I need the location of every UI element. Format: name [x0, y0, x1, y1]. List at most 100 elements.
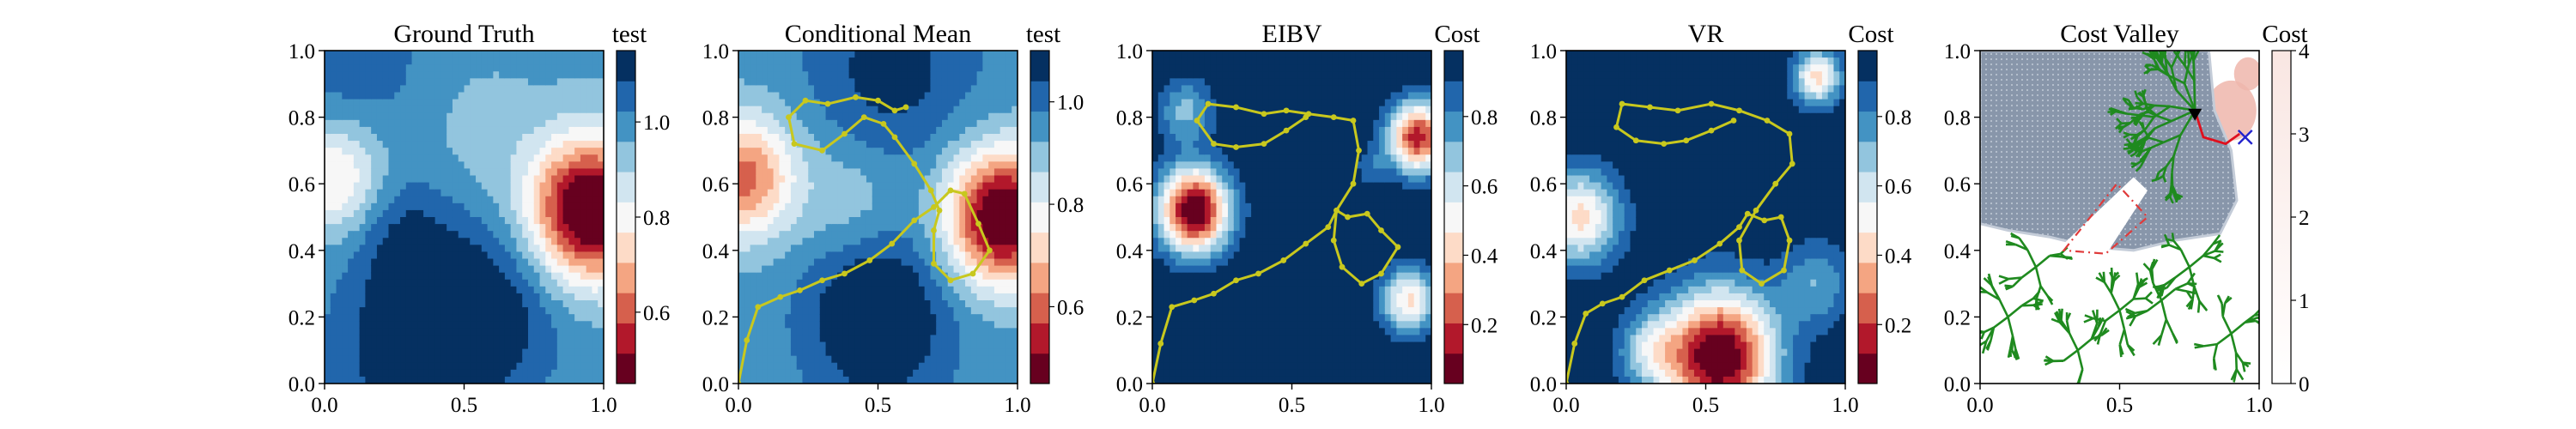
- heatmap-cell: [970, 112, 978, 121]
- heatmap-cell: [452, 314, 459, 322]
- heatmap-cell: [440, 293, 447, 301]
- heatmap-cell: [440, 202, 447, 211]
- heatmap-cell: [1163, 217, 1170, 225]
- heatmap-cell: [872, 78, 879, 87]
- heatmap-cell: [325, 209, 331, 218]
- heatmap-cell: [417, 78, 424, 87]
- heatmap-cell: [417, 106, 424, 114]
- colorbar-segment: [1030, 323, 1049, 354]
- heatmap-cell: [1152, 355, 1159, 364]
- heatmap-cell: [481, 141, 489, 148]
- heatmap-cell: [516, 161, 523, 170]
- heatmap-cell: [808, 202, 815, 211]
- heatmap-cell: [842, 57, 850, 65]
- heatmap-cell: [464, 168, 471, 177]
- heatmap-cell: [959, 224, 966, 232]
- heatmap-cell: [947, 99, 955, 107]
- heatmap-cell: [988, 51, 995, 58]
- heatmap-cell: [762, 362, 769, 371]
- heatmap-cell: [336, 85, 343, 94]
- heatmap-cell: [440, 258, 447, 267]
- heatmap-cell: [394, 148, 401, 155]
- chart-title: Ground Truth: [393, 20, 534, 48]
- heatmap-cell: [376, 168, 384, 177]
- heatmap-cell: [1170, 272, 1176, 281]
- heatmap-cell: [750, 231, 756, 239]
- heatmap-cell: [434, 335, 442, 343]
- heatmap-cell: [802, 335, 809, 343]
- heatmap-cell: [539, 202, 546, 211]
- heatmap-cell: [330, 119, 337, 128]
- heatmap-cell: [598, 286, 604, 294]
- heatmap-cell: [481, 168, 489, 177]
- heatmap-cell: [574, 85, 581, 94]
- heatmap-cell: [837, 168, 844, 177]
- heatmap-cell: [434, 161, 442, 170]
- heatmap-cell: [527, 161, 535, 170]
- heatmap-cell: [924, 286, 932, 294]
- heatmap-cell: [941, 209, 949, 218]
- heatmap-cell: [487, 272, 494, 281]
- heatmap-cell: [359, 293, 366, 301]
- heatmap-cell: [1005, 251, 1012, 260]
- colorbar-segment: [617, 202, 635, 233]
- heatmap-cell: [779, 355, 786, 364]
- heatmap-cell: [464, 217, 471, 225]
- heatmap-cell: [895, 355, 902, 364]
- heatmap-cell: [976, 57, 983, 65]
- heatmap-cell: [428, 348, 436, 357]
- heatmap-cell: [476, 314, 483, 322]
- heatmap-cell: [586, 126, 593, 135]
- heatmap-cell: [487, 355, 494, 364]
- heatmap-cell: [825, 348, 832, 357]
- heatmap-cell: [825, 307, 832, 315]
- heatmap-cell: [808, 134, 815, 142]
- heatmap-cell: [440, 314, 447, 322]
- heatmap-cell: [750, 245, 756, 253]
- heatmap-cell: [504, 51, 512, 58]
- heatmap-cell: [1163, 335, 1170, 343]
- heatmap-cell: [487, 258, 494, 267]
- heatmap-cell: [336, 189, 343, 197]
- heatmap-cell: [796, 335, 804, 343]
- heatmap-cell: [767, 217, 775, 225]
- heatmap-cell: [545, 202, 552, 211]
- heatmap-cell: [918, 279, 926, 287]
- heatmap-cell: [890, 362, 896, 371]
- heatmap-cell: [895, 335, 902, 343]
- heatmap-cell: [773, 106, 780, 114]
- heatmap-cell: [988, 348, 995, 357]
- heatmap-cell: [574, 51, 581, 58]
- heatmap-cell: [1157, 314, 1165, 322]
- heatmap-cell: [802, 182, 809, 190]
- heatmap-cell: [556, 279, 564, 287]
- trajectory-point: [738, 380, 742, 384]
- heatmap-cell: [458, 64, 465, 72]
- heatmap-cell: [382, 335, 390, 343]
- y-tick-label: 0.0: [702, 373, 729, 396]
- heatmap-cell: [1005, 196, 1012, 204]
- heatmap-cell: [837, 335, 844, 343]
- heatmap-cell: [854, 362, 861, 371]
- heatmap-cell: [411, 293, 418, 301]
- heatmap-cell: [930, 341, 937, 350]
- heatmap-cell: [941, 196, 949, 204]
- heatmap-cell: [411, 141, 418, 148]
- heatmap-cell: [336, 238, 343, 245]
- heatmap-cell: [878, 106, 884, 114]
- heatmap-cell: [568, 148, 575, 155]
- heatmap-cell: [866, 126, 873, 135]
- heatmap-cell: [884, 341, 890, 350]
- heatmap-cell: [382, 300, 390, 308]
- heatmap-cell: [428, 321, 436, 329]
- heatmap-cell: [382, 321, 390, 329]
- heatmap-cell: [988, 99, 995, 107]
- heatmap-cell: [924, 258, 932, 267]
- heatmap-cell: [773, 328, 780, 336]
- heatmap-cell: [790, 64, 798, 72]
- heatmap-cell: [842, 300, 850, 308]
- heatmap-cell: [562, 161, 569, 170]
- heatmap-cell: [953, 238, 960, 245]
- heatmap-cell: [959, 258, 966, 267]
- heatmap-cell: [750, 141, 756, 148]
